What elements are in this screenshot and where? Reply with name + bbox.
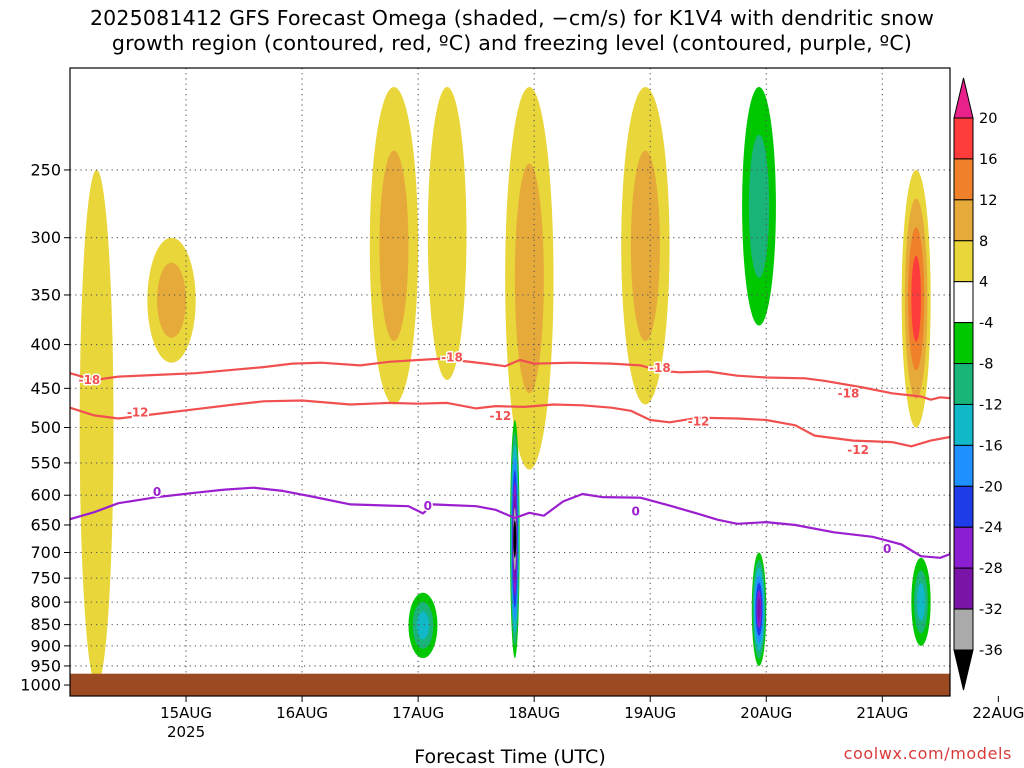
colorbar-swatch-0 bbox=[953, 117, 974, 160]
x-tick-label-22AUG: 22AUG bbox=[972, 704, 1024, 722]
contour-label-0-1: 0 bbox=[424, 499, 432, 513]
contour-line--12 bbox=[70, 399, 950, 448]
x-tick-label-20AUG: 20AUG bbox=[740, 704, 792, 722]
y-tick-label-500: 500 bbox=[30, 418, 61, 437]
y-tick-label-950: 950 bbox=[30, 656, 61, 675]
y-tick-label-450: 450 bbox=[30, 379, 61, 398]
contour-label-0-2: 0 bbox=[632, 505, 640, 519]
colorbar-swatch-8 bbox=[953, 444, 974, 487]
colorbar-label-11: -28 bbox=[979, 561, 1003, 577]
omega-blob-1-1 bbox=[157, 262, 187, 338]
contour-label--12-2: -12 bbox=[688, 414, 710, 428]
y-tick-label-900: 900 bbox=[30, 636, 61, 655]
colorbar-label-6: -8 bbox=[979, 357, 993, 373]
colorbar-swatch-4 bbox=[953, 281, 974, 324]
y-tick-label-600: 600 bbox=[30, 486, 61, 505]
colorbar-label-10: -24 bbox=[979, 520, 1003, 536]
omega-blob-11-1 bbox=[748, 134, 770, 278]
omega-field bbox=[79, 87, 931, 686]
contour-label--12-0: -12 bbox=[127, 405, 149, 419]
colorbar-bottom-arrow bbox=[953, 649, 974, 691]
ground-fill bbox=[70, 673, 950, 696]
omega-blob-6-3 bbox=[911, 255, 921, 342]
colorbar-label-5: -4 bbox=[979, 316, 993, 332]
x-tick-label-18AUG: 18AUG bbox=[508, 704, 560, 722]
colorbar-label-2: 12 bbox=[979, 193, 997, 209]
contour-label-0-0: 0 bbox=[153, 485, 161, 499]
grid-lines bbox=[70, 68, 950, 696]
omega-blob-10-2 bbox=[916, 582, 926, 621]
y-tick-label-350: 350 bbox=[30, 285, 61, 304]
x-tick-sublabel-15AUG: 2025 bbox=[167, 723, 205, 741]
colorbar-swatch-2 bbox=[953, 199, 974, 242]
contours: -18 -18 -18 -18 -12 -12 -12 -12 0 0 0 0 bbox=[70, 349, 950, 559]
omega-blob-8-8 bbox=[513, 520, 517, 558]
y-tick-label-400: 400 bbox=[30, 335, 61, 354]
y-tick-label-800: 800 bbox=[30, 593, 61, 612]
colorbar-label-9: -20 bbox=[979, 479, 1003, 495]
colorbar-label-13: -36 bbox=[979, 643, 1003, 659]
y-axis: 250 300 350 400 450 500 550 600 650 700 750 800 850 9… bbox=[20, 160, 70, 695]
title-line-2: growth region (contoured, red, ºC) and f… bbox=[111, 31, 913, 55]
colorbar-label-3: 8 bbox=[979, 234, 988, 250]
title-line-1: 2025081412 GFS Forecast Omega (shaded, −… bbox=[89, 6, 935, 30]
colorbar-swatch-11 bbox=[953, 567, 974, 610]
contour-label--18-0: -18 bbox=[78, 373, 100, 387]
contour-line-0 bbox=[70, 486, 950, 559]
y-tick-label-750: 750 bbox=[30, 569, 61, 588]
omega-blob-7-2 bbox=[416, 611, 430, 640]
omega-blob-9-6 bbox=[757, 597, 761, 621]
contour-label--18-2: -18 bbox=[649, 361, 671, 375]
contour-label--12-3: -12 bbox=[847, 443, 869, 457]
y-tick-label-700: 700 bbox=[30, 543, 61, 562]
colorbar-swatch-7 bbox=[953, 403, 974, 446]
y-tick-label-300: 300 bbox=[30, 228, 61, 247]
omega-blob-4-1 bbox=[514, 163, 544, 394]
x-tick-label-15AUG: 15AUG bbox=[160, 704, 212, 722]
contour-label--18-3: -18 bbox=[838, 386, 860, 400]
x-tick-label-21AUG: 21AUG bbox=[856, 704, 908, 722]
colorbar-label-0: 20 bbox=[979, 111, 997, 127]
colorbar-label-1: 16 bbox=[979, 152, 997, 168]
contour-line--18 bbox=[70, 357, 950, 401]
colorbar-label-8: -16 bbox=[979, 438, 1003, 454]
x-tick-label-16AUG: 16AUG bbox=[276, 704, 328, 722]
x-axis-label: Forecast Time (UTC) bbox=[414, 746, 606, 768]
colorbar-label-7: -12 bbox=[979, 397, 1003, 413]
chart-title: 2025081412 GFS Forecast Omega (shaded, −… bbox=[0, 6, 1024, 56]
y-tick-label-850: 850 bbox=[30, 615, 61, 634]
omega-blob-5-1 bbox=[630, 150, 660, 342]
colorbar-top-arrow bbox=[953, 77, 974, 119]
colorbar-swatch-1 bbox=[953, 158, 974, 201]
colorbar-label-12: -32 bbox=[979, 602, 1003, 618]
colorbar-swatch-5 bbox=[953, 322, 974, 365]
colorbar-swatch-3 bbox=[953, 240, 974, 283]
contour-label--18-1: -18 bbox=[441, 350, 463, 364]
colorbar-swatch-10 bbox=[953, 526, 974, 569]
y-tick-label-550: 550 bbox=[30, 453, 61, 472]
x-tick-label-17AUG: 17AUG bbox=[392, 704, 444, 722]
credit-link[interactable]: coolwx.com/models bbox=[843, 744, 1012, 763]
y-tick-label-250: 250 bbox=[30, 160, 61, 179]
colorbar-swatch-6 bbox=[953, 363, 974, 405]
colorbar-swatch-9 bbox=[953, 485, 974, 528]
colorbar-label-4: 4 bbox=[979, 275, 988, 291]
colorbar-swatch-12 bbox=[953, 608, 974, 651]
omega-blob-3-0 bbox=[427, 87, 467, 380]
contour-label-0-3: 0 bbox=[883, 542, 891, 556]
plot-frame bbox=[69, 67, 951, 697]
y-tick-label-1000: 1000 bbox=[20, 676, 61, 695]
ground-layer bbox=[70, 673, 950, 696]
contour-label--12-1: -12 bbox=[489, 409, 511, 423]
omega-blob-2-1 bbox=[379, 150, 409, 342]
x-tick-label-19AUG: 19AUG bbox=[624, 704, 676, 722]
y-tick-label-650: 650 bbox=[30, 515, 61, 534]
colorbar: 20 16 12 8 4 -4 -8 -12 -16 -20 -24 -28 -32 -36 bbox=[953, 77, 1003, 691]
